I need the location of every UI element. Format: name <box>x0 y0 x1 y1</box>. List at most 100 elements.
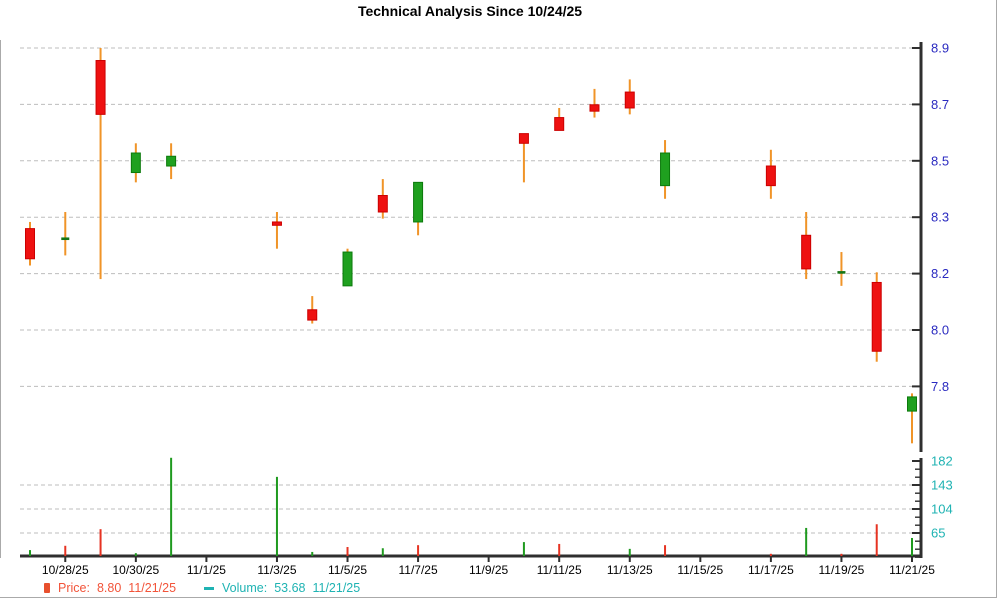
candlestick <box>765 165 776 187</box>
candlestick <box>660 152 671 187</box>
date-tick-label: 11/11/25 <box>537 563 582 577</box>
legend-volume-label: Volume: <box>222 581 268 595</box>
candlestick <box>95 60 106 115</box>
date-tick <box>769 557 772 562</box>
volume-bar <box>911 537 913 556</box>
price-tick-label: 8.0 <box>931 323 949 338</box>
legend-price-label: Price: <box>58 581 90 595</box>
date-tick <box>134 557 137 562</box>
volume-tick-label: 104 <box>931 502 953 517</box>
price-axis-labels: 8.9 8.7 8.5 8.3 8.2 8.0 7.8 <box>912 41 949 394</box>
date-tick-label: 11/15/25 <box>677 563 723 577</box>
candlestick <box>342 251 353 287</box>
volume-bar <box>311 551 314 556</box>
candlestick <box>554 117 565 131</box>
price-tick-label: 8.2 <box>931 266 949 281</box>
date-tick <box>346 557 349 562</box>
volume-bar <box>417 545 420 556</box>
date-tick <box>487 557 490 562</box>
date-axis-labels: 10/28/25 10/30/25 11/1/25 11/3/25 11/5/25 11/… <box>42 557 935 577</box>
date-tick-label: 11/5/25 <box>328 563 367 577</box>
date-tick <box>64 557 67 562</box>
volume-tick <box>912 484 921 486</box>
date-tick-label: 10/30/25 <box>112 563 159 577</box>
volume-tick <box>912 532 921 534</box>
volume-bar <box>29 550 31 556</box>
price-tick-label: 8.3 <box>931 210 949 225</box>
date-tick-label: 11/13/25 <box>607 563 653 577</box>
candles <box>25 48 917 444</box>
date-tick <box>699 557 702 562</box>
volume-axis-labels: 182 143 104 65 <box>912 454 953 558</box>
volume-bar <box>134 553 137 556</box>
candle-wick <box>840 252 843 286</box>
volume-bar <box>664 545 667 556</box>
date-tick <box>840 557 843 562</box>
date-tick-label: 11/21/25 <box>889 563 935 577</box>
candle-wick <box>99 48 102 280</box>
volume-minor-tick <box>915 492 921 494</box>
volume-tick <box>912 460 921 462</box>
date-tick-label: 11/1/25 <box>187 563 226 577</box>
candlestick <box>307 309 318 321</box>
page-border-bottom <box>0 597 997 598</box>
volume-bar <box>64 545 67 556</box>
price-tick-label: 7.8 <box>931 379 949 394</box>
candle-wick <box>522 133 525 183</box>
price-axis-line <box>919 42 923 452</box>
volume-minor-tick <box>915 468 921 470</box>
chart-title: Technical Analysis Since 10/24/25 <box>357 3 583 19</box>
page-border-right <box>996 0 997 598</box>
candlestick <box>166 155 177 167</box>
date-tick-label: 11/19/25 <box>819 563 865 577</box>
date-tick-label: 11/3/25 <box>257 563 296 577</box>
volume-bar <box>628 548 631 556</box>
legend-volume-value: 53.68 <box>274 581 306 595</box>
legend-price-date: 11/21/25 <box>128 581 177 595</box>
legend-volume-date: 11/21/25 <box>312 581 361 595</box>
date-tick-label: 11/9/25 <box>469 563 508 577</box>
candle-wick <box>275 212 278 249</box>
volume-bar <box>875 524 878 556</box>
candle-wick <box>64 212 67 256</box>
volume-bar <box>769 553 772 556</box>
volume-minor-tick <box>915 524 921 526</box>
date-tick <box>417 557 420 562</box>
candlestick <box>518 133 529 144</box>
axes <box>20 42 923 558</box>
candlestick <box>801 234 812 270</box>
candle-wick <box>593 88 596 118</box>
date-tick <box>911 557 913 562</box>
price-tick <box>912 159 921 162</box>
date-tick-label: 11/17/25 <box>748 563 794 577</box>
candlestick <box>413 181 424 223</box>
volume-gridlines <box>20 484 918 534</box>
date-tick <box>275 557 278 562</box>
legend-price-value: 8.80 <box>96 581 122 595</box>
price-tick-label: 8.5 <box>931 153 949 168</box>
candlestick <box>25 228 35 260</box>
volume-tick-label: 65 <box>931 526 945 541</box>
candle-wick <box>911 393 913 444</box>
volume-bar <box>346 547 349 556</box>
date-tick-label: 11/7/25 <box>399 563 438 577</box>
price-tick <box>912 47 921 49</box>
candlestick <box>589 104 600 112</box>
price-tick-label: 8.9 <box>931 41 949 56</box>
volume-minor-tick <box>915 556 921 558</box>
candlestick <box>871 281 882 352</box>
volume-minor-tick <box>915 540 921 542</box>
price-tick <box>912 216 921 219</box>
price-tick-label: 8.7 <box>931 97 949 112</box>
volume-minor-tick <box>915 548 921 550</box>
candlestick <box>130 152 141 174</box>
price-tick <box>912 329 921 331</box>
price-tick <box>912 103 921 106</box>
date-tick <box>205 557 208 562</box>
chart-legend: Price: 8.80 11/21/25 Volume: 53.68 11/21… <box>44 580 360 596</box>
candlestick-doji <box>61 237 70 241</box>
volume-tick <box>912 508 921 510</box>
price-tick <box>912 385 921 388</box>
price-tick <box>912 272 921 275</box>
